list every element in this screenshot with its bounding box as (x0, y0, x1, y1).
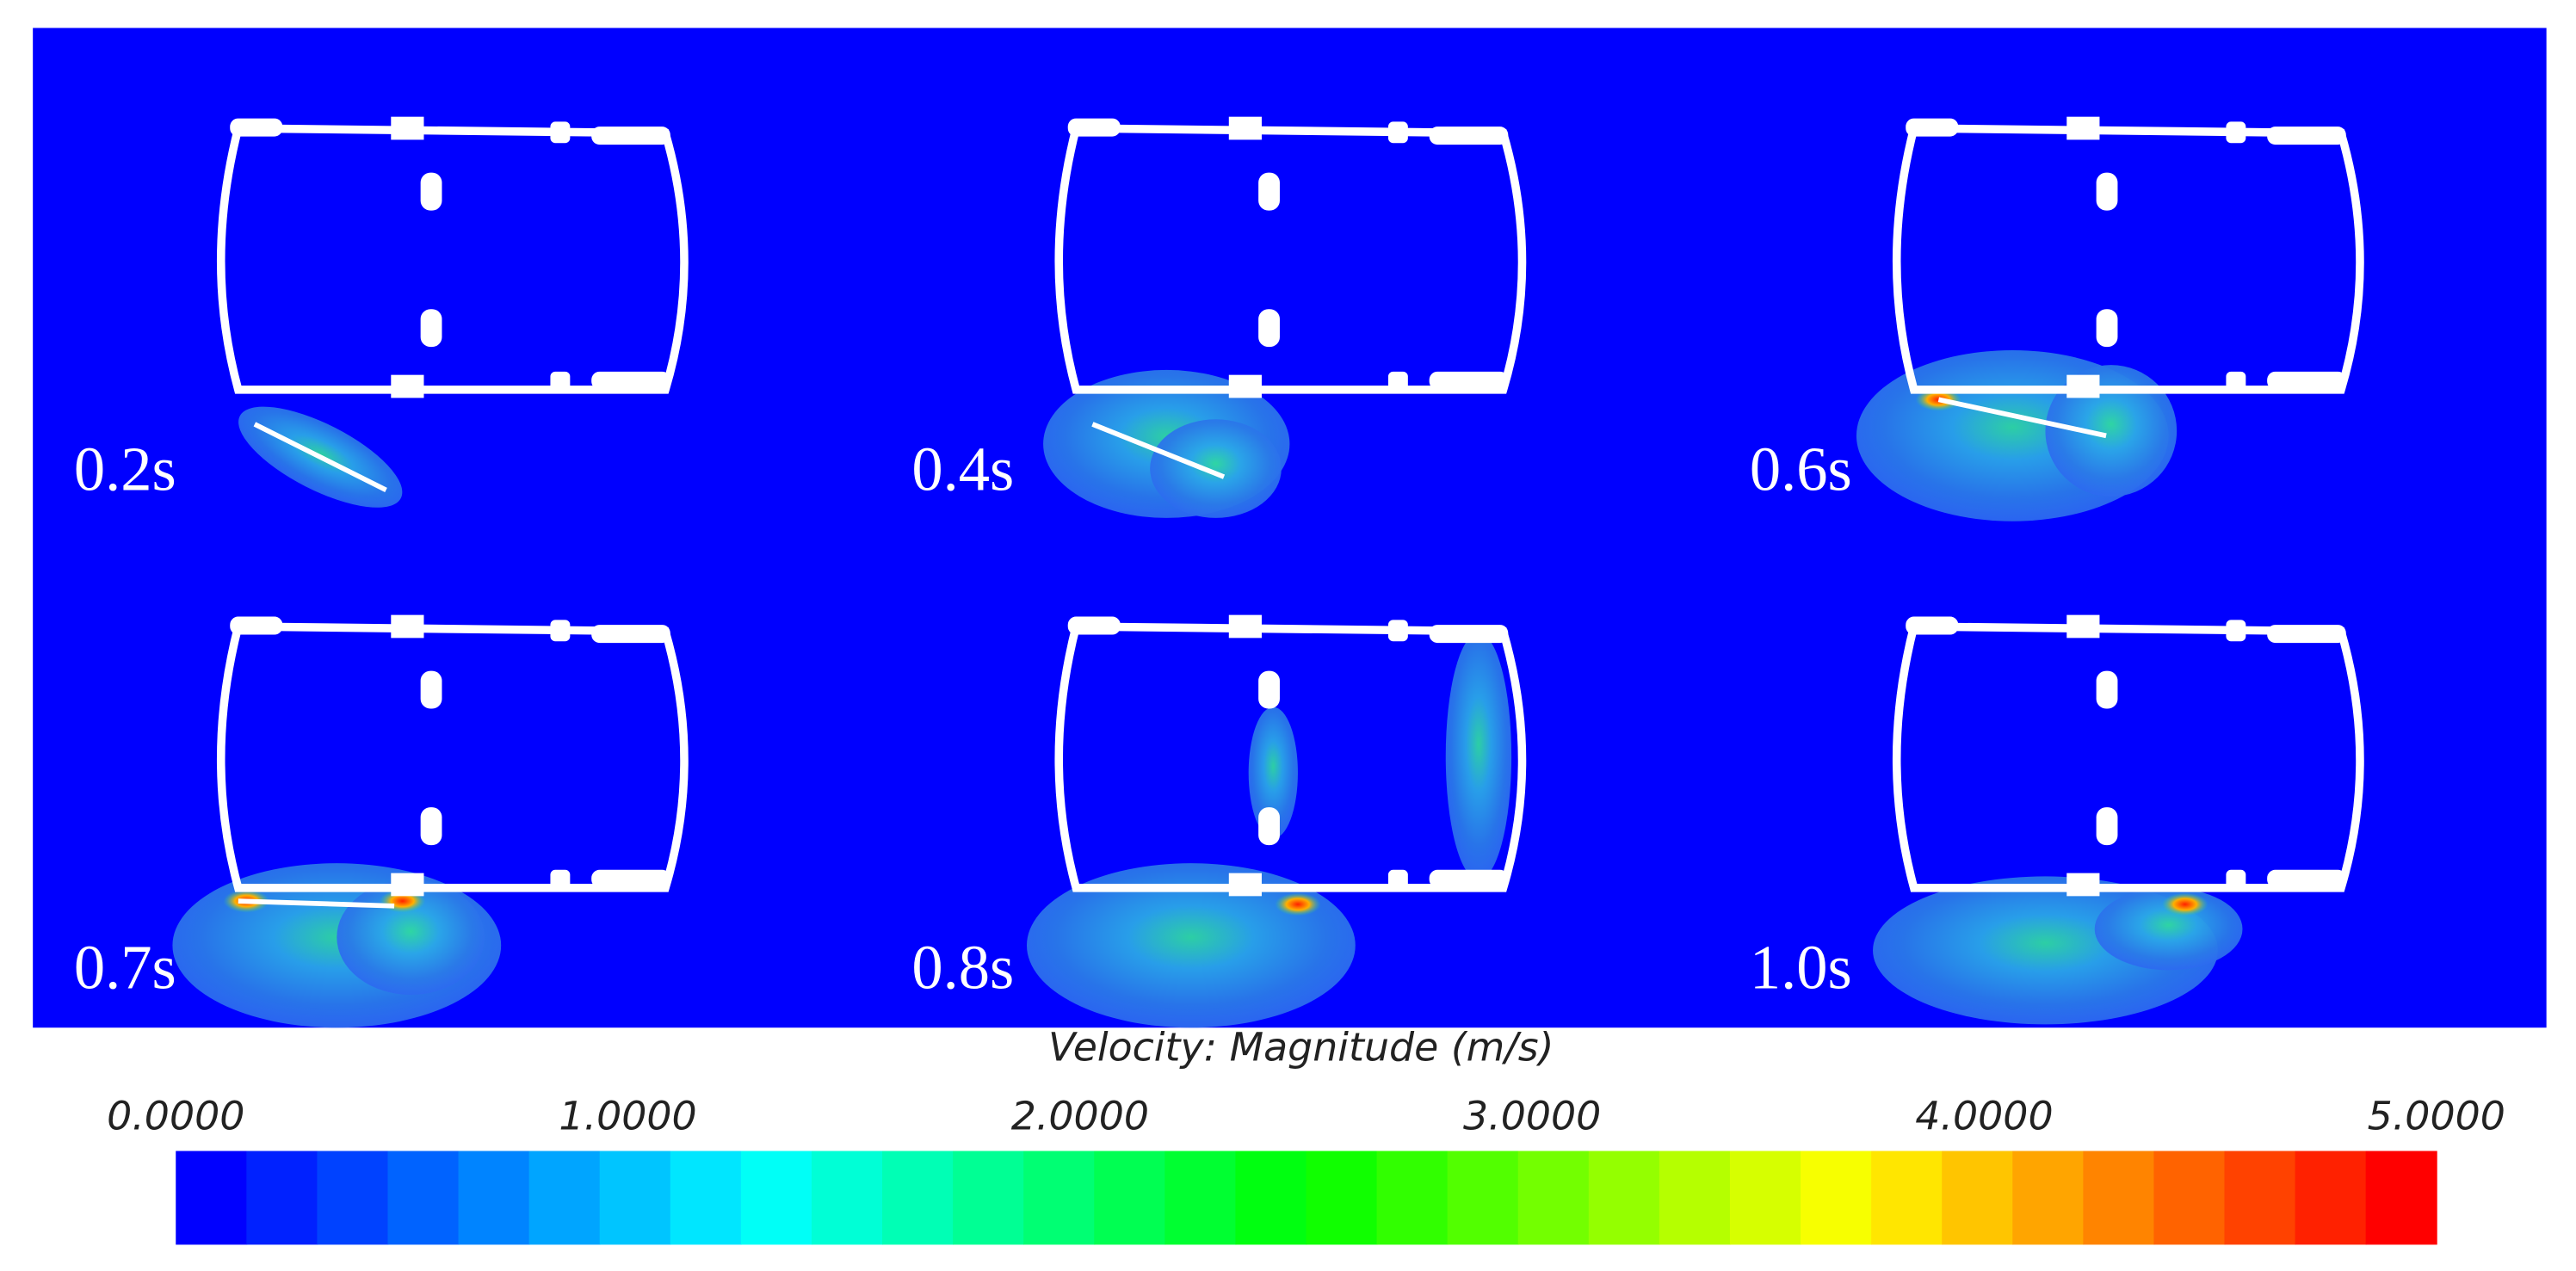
colorbar-tick-label: 3.0000 (1463, 1093, 1601, 1139)
door (238, 898, 395, 909)
time-label: 0.6s (1750, 434, 1852, 503)
colorbar-segment (528, 1151, 601, 1245)
colorbar-tick-label: 4.0000 (1915, 1093, 2053, 1139)
colorbar-segment (246, 1151, 318, 1245)
flow-contour (1445, 632, 1512, 880)
time-label: 0.8s (911, 932, 1014, 1002)
time-label: 0.7s (74, 932, 176, 1002)
time-label: 0.4s (911, 434, 1014, 503)
colorbar-segment (1306, 1151, 1378, 1245)
colorbar-segment (599, 1151, 671, 1245)
time-label: 0.2s (74, 434, 176, 503)
door (253, 422, 387, 492)
panel: 0.7s (74, 615, 684, 1028)
colorbar-segment (176, 1151, 248, 1245)
colorbar-segment (2153, 1151, 2226, 1245)
door (1091, 422, 1226, 479)
colorbar-segment (953, 1151, 1025, 1245)
colorbar-segment (1871, 1151, 1943, 1245)
domain-background (33, 28, 2547, 1028)
colorbar-segment (1235, 1151, 1307, 1245)
time-label: 1.0s (1750, 932, 1852, 1002)
colorbar-segment (1376, 1151, 1449, 1245)
flow-contour (337, 879, 485, 995)
flow-hotspot (2161, 892, 2208, 916)
colorbar-tick-label: 2.0000 (1011, 1093, 1149, 1139)
colorbar-segment (1447, 1151, 1519, 1245)
panel: 0.8s (911, 615, 1522, 1028)
panel: 0.6s (1750, 117, 2360, 521)
colorbar-segment (1942, 1151, 2014, 1245)
colorbar-segment (740, 1151, 812, 1245)
colorbar-segment (1023, 1151, 1096, 1245)
colorbar-segment (317, 1151, 389, 1245)
colorbar-segment (1517, 1151, 1590, 1245)
flow-hotspot (1275, 892, 1321, 916)
colorbar-segment (882, 1151, 954, 1245)
colorbar-segment (670, 1151, 742, 1245)
colorbar-segment (811, 1151, 883, 1245)
flow-contour (1027, 863, 1356, 1028)
colorbar-segment (1801, 1151, 1873, 1245)
colorbar-tick-label: 0.0000 (107, 1093, 244, 1139)
colorbar-segment (2012, 1151, 2085, 1245)
flow-contour (1150, 419, 1282, 518)
panel: 1.0s (1750, 615, 2360, 1025)
colorbar-title: Velocity: Magnitude (m/s) (1048, 1023, 1554, 1070)
colorbar: 0.0000 1.0000 2.0000 3.0000 4.0000 5.0000 (107, 1093, 2505, 1245)
colorbar-segment (2295, 1151, 2367, 1245)
colorbar-segment (1588, 1151, 1660, 1245)
colorbar-tick-label: 5.0000 (2368, 1093, 2505, 1139)
colorbar-segment (2365, 1151, 2437, 1245)
panel: 0.2s (74, 117, 684, 508)
door (1937, 397, 2107, 439)
flow-contour (1248, 706, 1298, 839)
colorbar-segment (387, 1151, 460, 1245)
colorbar-segment (2083, 1151, 2155, 1245)
colorbar-segment (1164, 1151, 1237, 1245)
panels: 0.2s 0.4s 0.6s 0.7s 0.8s 1.0s (74, 117, 2360, 1028)
colorbar-segment (458, 1151, 530, 1245)
colorbar-segment (2224, 1151, 2296, 1245)
colorbar-segment (1729, 1151, 1802, 1245)
colorbar-tick-label: 1.0000 (559, 1093, 696, 1139)
panel: 0.4s (911, 117, 1522, 518)
colorbar-segment (1094, 1151, 1166, 1245)
flow-contour (2045, 365, 2178, 497)
colorbar-segment (1659, 1151, 1731, 1245)
